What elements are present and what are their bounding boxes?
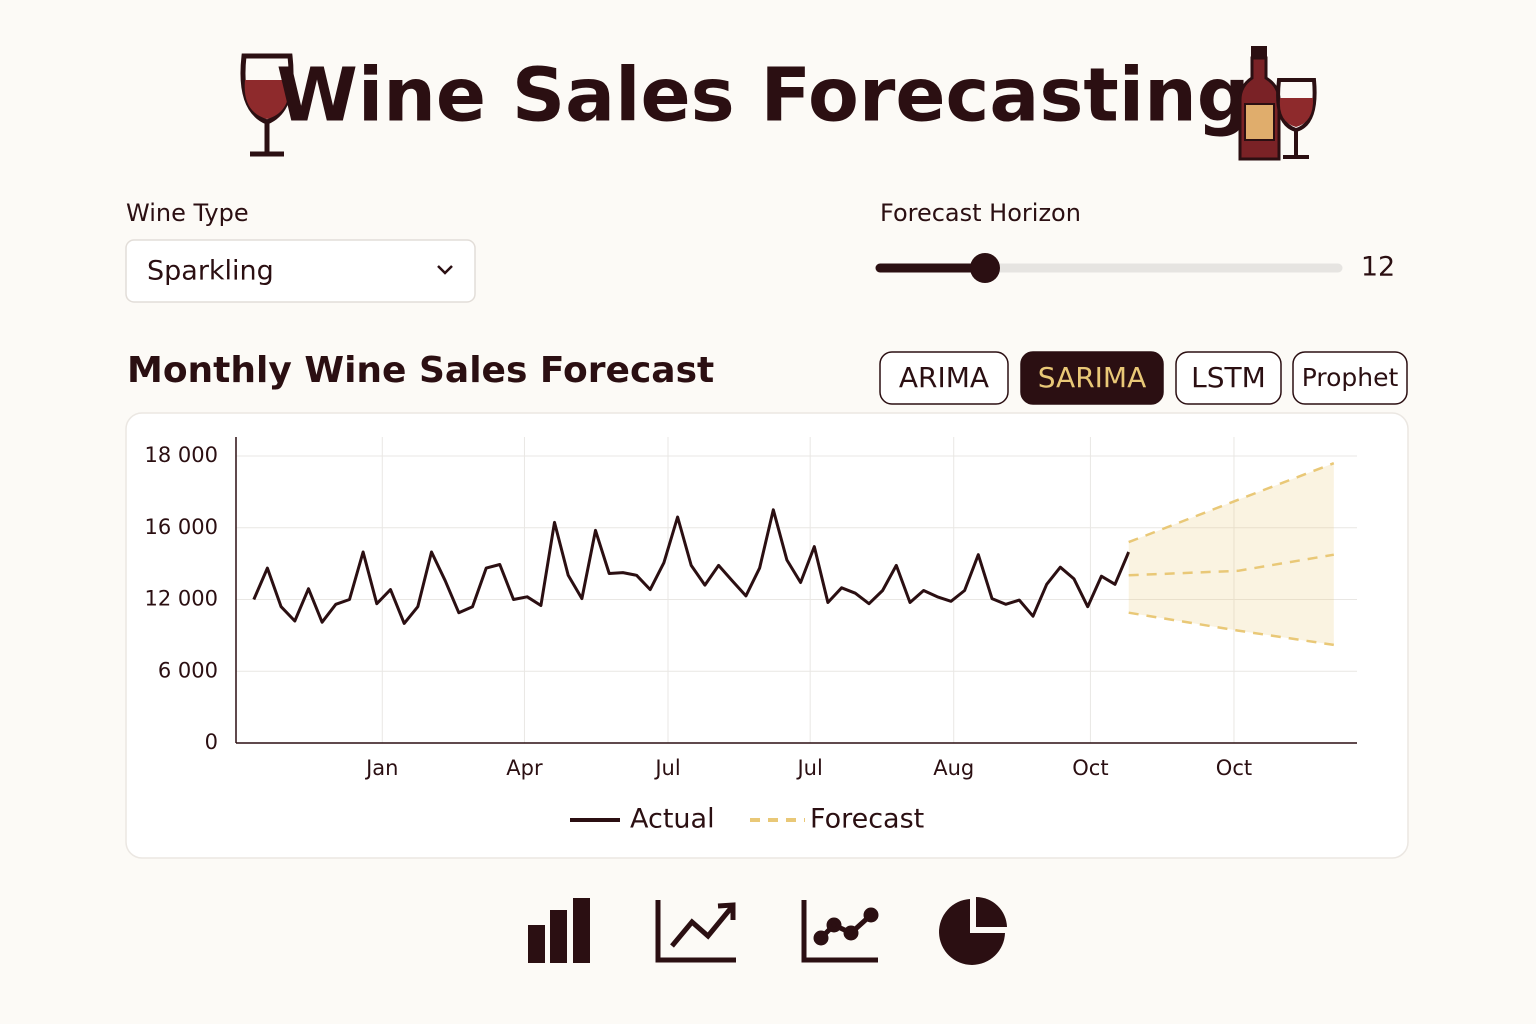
x-tick-label: Oct xyxy=(1072,756,1108,780)
dropdown-box[interactable] xyxy=(125,239,476,303)
lower-bound-line xyxy=(1128,611,1334,647)
model-tab[interactable] xyxy=(1020,351,1164,405)
x-tick-label: Jan xyxy=(364,756,398,780)
y-tick-label: 18 000 xyxy=(145,443,218,467)
forecast-line xyxy=(1128,553,1335,577)
x-tick-label: Jul xyxy=(653,756,680,780)
actual-line xyxy=(252,508,1131,625)
x-tick-label: Jul xyxy=(795,756,822,780)
wine-type-dropdown[interactable]: Sparkling xyxy=(125,239,476,303)
forecast-band xyxy=(1128,463,1334,645)
bar-chart-icon[interactable] xyxy=(528,898,590,963)
model-tab-label[interactable]: Prophet xyxy=(1302,363,1399,392)
slider-knob[interactable] xyxy=(970,253,1000,283)
model-tab[interactable] xyxy=(1175,351,1282,405)
dropdown-value[interactable]: Sparkling xyxy=(147,256,274,287)
model-tab[interactable] xyxy=(1292,351,1408,405)
legend-label: Forecast xyxy=(810,804,924,835)
wine-type-label: Wine Type xyxy=(126,199,249,227)
y-tick-label: 0 xyxy=(205,730,218,754)
upper-bound-line xyxy=(1128,462,1335,544)
model-tab-label[interactable]: LSTM xyxy=(1191,361,1266,394)
chart: 0 6 000 12 000 16 000 18 000 Jan Apr Jul Jul Aug O… xyxy=(145,437,1357,835)
y-tick-label: 12 000 xyxy=(145,587,218,611)
section-title: Monthly Wine Sales Forecast xyxy=(127,350,714,391)
model-tab[interactable] xyxy=(879,351,1009,405)
x-tick-label: Oct xyxy=(1216,756,1252,780)
y-tick-label: 16 000 xyxy=(145,515,218,539)
scatter-line-icon[interactable] xyxy=(801,900,879,963)
model-tabs: ARIMA SARIMA LSTM Prophet xyxy=(879,351,1408,405)
y-tick-label: 6 000 xyxy=(158,658,218,682)
model-tab-label[interactable]: SARIMA xyxy=(1038,361,1146,394)
legend-label: Actual xyxy=(630,804,715,835)
model-tab-label[interactable]: ARIMA xyxy=(899,361,989,394)
wine-glass-icon xyxy=(240,53,294,157)
app-title: Wine Sales Forecasting xyxy=(276,53,1250,139)
x-tick-label: Aug xyxy=(933,756,974,780)
wine-bottle-icon xyxy=(1238,46,1317,161)
x-tick-label: Apr xyxy=(506,756,543,780)
horizon-value: 12 xyxy=(1361,252,1395,283)
forecast-horizon-label: Forecast Horizon xyxy=(880,199,1081,227)
dropdown-caret[interactable] xyxy=(437,265,453,275)
chart-card xyxy=(125,412,1409,859)
line-chart-icon[interactable] xyxy=(655,900,736,963)
pie-chart-icon[interactable] xyxy=(939,897,1007,965)
horizon-slider[interactable] xyxy=(875,253,1343,283)
